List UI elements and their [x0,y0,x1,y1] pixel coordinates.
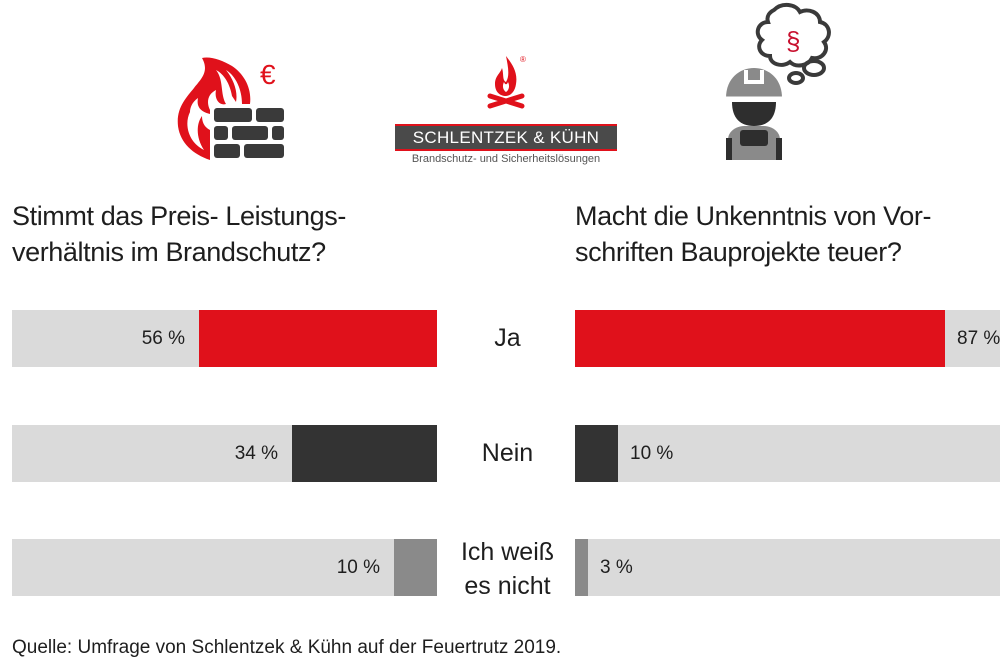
right-bar-track-yes: 87 % [575,310,1000,367]
left-bar-yes [199,310,437,367]
right-bar-value-label-yes: 87 % [957,328,1000,349]
left-bar-track-yes: 56 % [12,310,437,367]
left-bar-value-label-no: 34 % [234,443,278,464]
left-bar-track-no: 34 % [12,425,437,482]
company-flame-logo-icon: ® [487,55,526,109]
right-bar-track-no: 10 % [575,425,1000,482]
category-label-no: Nein [481,439,534,467]
worker-thinking-paragraph-icon: § [724,3,831,160]
company-name-banner: SCHLENTZEK & KÜHN [395,124,617,151]
registered-mark: ® [520,55,526,64]
left-chart-title: Stimmt das Preis- Leistungs- verhältnis … [12,201,346,267]
left-bar-value-label-yes: 56 % [141,328,185,349]
right-bar-value-label-dont-know: 3 % [600,557,633,578]
source-footnote: Quelle: Umfrage von Schlentzek & Kühn au… [12,637,562,658]
right-bar-track-dont-know: 3 % [575,539,1000,596]
right-bar-value-label-no: 10 % [630,443,674,464]
company-tagline: Brandschutz- und Sicherheitslösungen [411,153,601,165]
right-bar-dont-know [575,539,588,596]
category-label-dont-know: Ich weiß es nicht [460,538,555,600]
right-bar-no [575,425,618,482]
left-bar-no [292,425,437,482]
right-bar-yes [575,310,945,367]
euro-symbol: € [260,59,276,90]
right-chart-title: Macht die Unkenntnis von Vor- schriften … [575,201,932,267]
left-bar-dont-know [394,539,437,596]
paragraph-symbol: § [786,26,800,56]
left-bar-track-dont-know: 10 % [12,539,437,596]
left-bar-value-label-dont-know: 10 % [336,557,380,578]
category-label-yes: Ja [494,324,521,352]
fire-wall-euro-icon: € [177,57,284,161]
